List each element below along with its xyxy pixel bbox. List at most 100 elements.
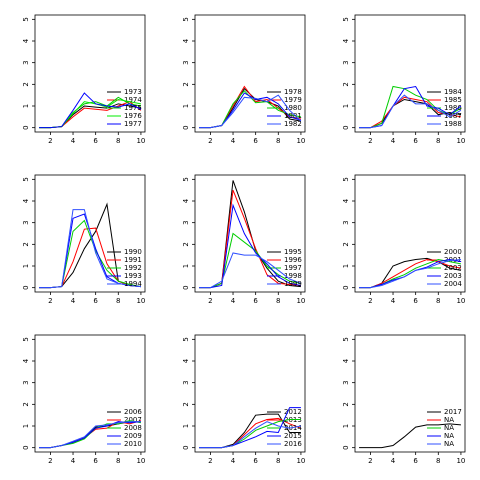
- series-line: [359, 259, 461, 289]
- legend-label: 1994: [124, 280, 142, 288]
- x-tick-label: 2: [208, 457, 212, 465]
- legend-label: 1986: [444, 104, 462, 112]
- legend-label: 2012: [284, 408, 302, 416]
- y-tick-label: 0: [342, 125, 350, 129]
- legend-label: 1985: [444, 96, 462, 104]
- y-tick-label: 2: [22, 82, 30, 86]
- y-tick-label: 3: [22, 60, 30, 64]
- y-tick-label: 2: [182, 242, 190, 246]
- series-line: [199, 94, 302, 129]
- legend-label: 1993: [124, 272, 142, 280]
- legend-label: 1981: [284, 112, 302, 120]
- x-tick-label: 8: [276, 137, 280, 145]
- plot-box: [194, 14, 306, 133]
- x-tick-label: 6: [413, 457, 418, 465]
- y-tick-label: 2: [342, 82, 350, 86]
- legend-label: 1976: [124, 112, 142, 120]
- x-tick-label: 2: [48, 457, 52, 465]
- legend-label: 2002: [444, 264, 462, 272]
- x-tick-label: 6: [253, 137, 258, 145]
- x-tick-label: 4: [391, 457, 396, 465]
- y-tick-label: 3: [182, 380, 190, 384]
- y-tick-label: 5: [342, 177, 350, 181]
- y-tick-label: 4: [342, 198, 350, 203]
- y-tick-label: 5: [22, 337, 30, 341]
- legend-label: 1990: [124, 248, 142, 256]
- y-tick-label: 3: [342, 380, 350, 384]
- y-tick-label: 5: [182, 17, 190, 21]
- legend-label: 2008: [124, 424, 142, 432]
- y-tick-label: 0: [342, 285, 350, 289]
- series-line: [199, 252, 302, 289]
- y-tick-label: 4: [22, 38, 30, 43]
- x-tick-label: 2: [208, 297, 212, 305]
- plot-box: [34, 174, 146, 293]
- legend-label: 1984: [444, 88, 462, 96]
- x-tick-label: 6: [93, 297, 98, 305]
- series-line: [359, 85, 462, 129]
- x-tick-label: 6: [413, 137, 418, 145]
- legend-label: 1988: [444, 120, 462, 128]
- y-tick-label: 5: [342, 337, 350, 341]
- x-tick-label: 10: [296, 457, 305, 465]
- legend-label: 1995: [284, 248, 302, 256]
- legend-label: 1999: [284, 280, 302, 288]
- y-tick-label: 3: [182, 60, 190, 64]
- y-tick-label: 1: [182, 264, 190, 268]
- y-tick-label: 4: [342, 358, 350, 363]
- y-tick-label: 4: [342, 38, 350, 43]
- y-tick-label: 1: [22, 264, 30, 268]
- legend-label: 1975: [124, 104, 142, 112]
- x-tick-label: 4: [231, 297, 236, 305]
- series-line: [359, 258, 462, 289]
- legend-label: 1992: [124, 264, 142, 272]
- x-tick-label: 4: [71, 137, 76, 145]
- x-tick-label: 10: [136, 297, 145, 305]
- y-tick-label: 4: [22, 358, 30, 363]
- legend-label: NA: [444, 440, 454, 448]
- legend-label: 1973: [124, 88, 142, 96]
- y-tick-label: 1: [22, 424, 30, 428]
- y-tick-label: 5: [182, 337, 190, 341]
- plot-box: [354, 174, 466, 293]
- x-tick-label: 10: [456, 137, 465, 145]
- x-tick-label: 4: [391, 137, 396, 145]
- y-tick-label: 1: [22, 104, 30, 108]
- legend-label: 2016: [284, 440, 302, 448]
- series-line: [199, 203, 302, 289]
- y-tick-label: 0: [22, 125, 30, 129]
- legend-label: 2003: [444, 272, 462, 280]
- legend-label: 2004: [444, 280, 462, 288]
- y-tick-label: 0: [182, 285, 190, 289]
- y-tick-label: 2: [182, 82, 190, 86]
- x-tick-label: 8: [276, 457, 280, 465]
- legend-label: 2007: [124, 416, 142, 424]
- y-tick-label: 5: [342, 17, 350, 21]
- series-line: [199, 232, 302, 289]
- x-tick-label: 10: [456, 297, 465, 305]
- y-tick-label: 3: [182, 220, 190, 224]
- legend-label: 1974: [124, 96, 142, 104]
- y-tick-label: 0: [22, 285, 30, 289]
- y-tick-label: 4: [182, 38, 190, 43]
- x-tick-label: 4: [71, 457, 76, 465]
- plot-box: [194, 334, 306, 453]
- legend-label: NA: [444, 432, 454, 440]
- legend-label: 1996: [284, 256, 302, 264]
- x-tick-label: 4: [231, 137, 236, 145]
- y-tick-label: 4: [22, 198, 30, 203]
- x-tick-label: 2: [208, 137, 212, 145]
- y-tick-label: 3: [342, 60, 350, 64]
- legend-label: 2006: [124, 408, 142, 416]
- legend-label: 2000: [444, 248, 462, 256]
- x-tick-label: 10: [296, 137, 305, 145]
- legend-label: 1998: [284, 272, 302, 280]
- legend-label: NA: [444, 424, 454, 432]
- legend-label: 1987: [444, 112, 462, 120]
- legend-label: 2015: [284, 432, 302, 440]
